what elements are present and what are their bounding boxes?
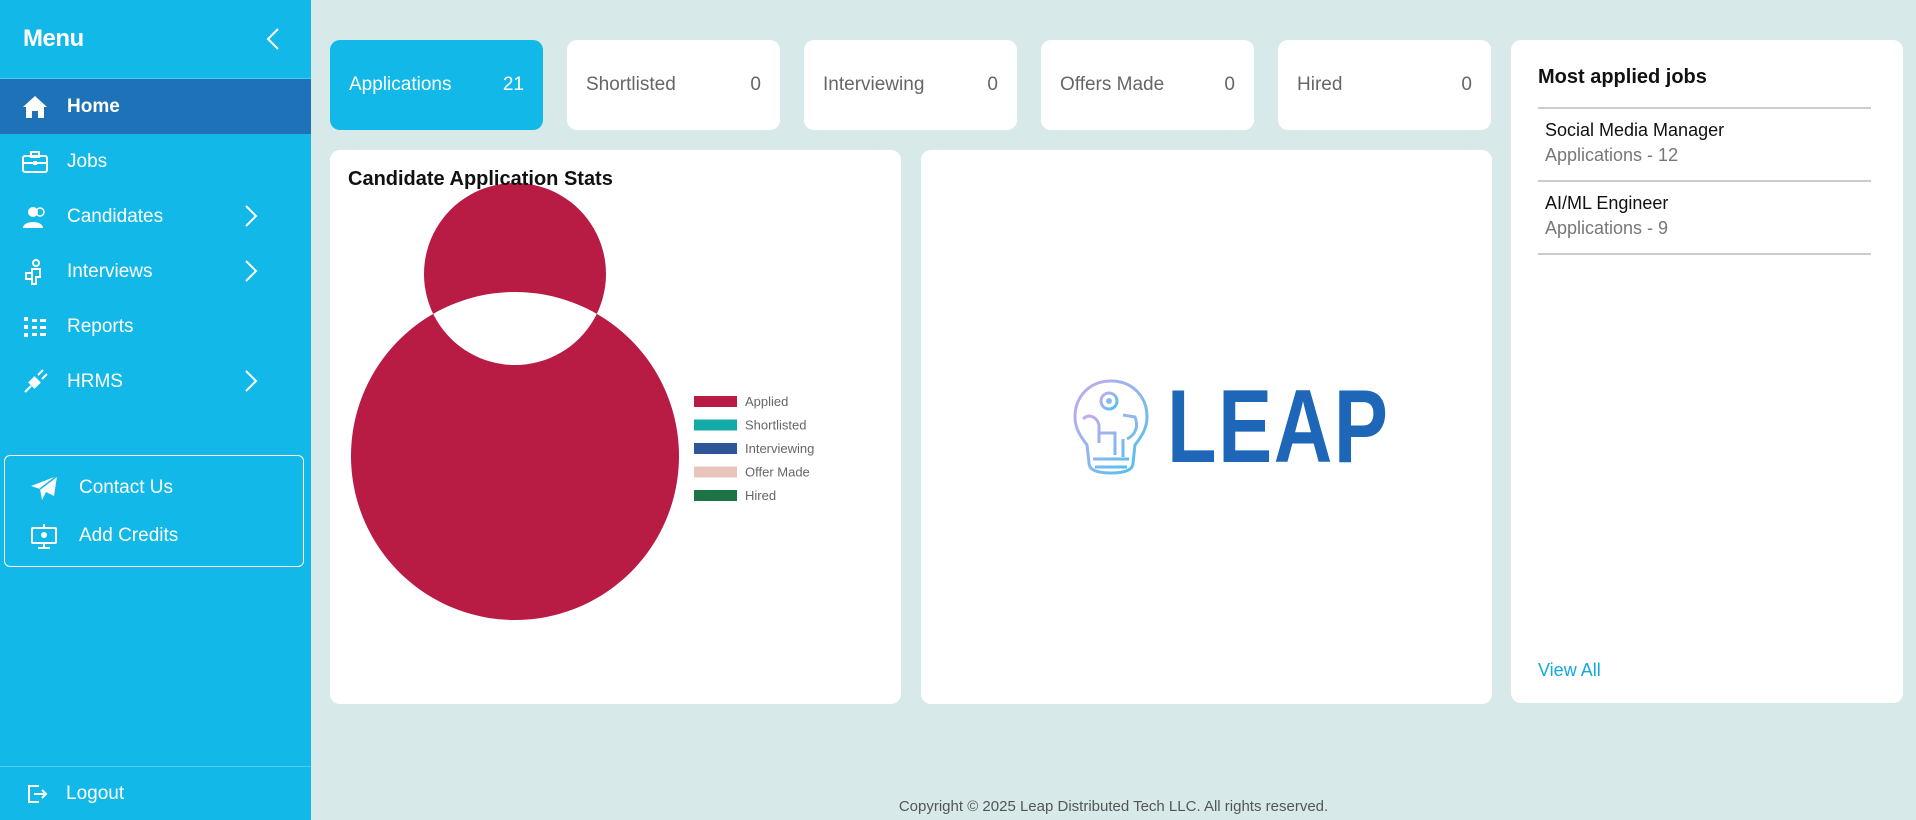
chevron-right-icon bbox=[245, 205, 258, 227]
sidebar-item-hrms[interactable]: HRMS bbox=[0, 354, 311, 409]
sidebar-item-label: Candidates bbox=[67, 205, 164, 227]
stat-count: 0 bbox=[1224, 74, 1235, 95]
stat-label: Interviewing bbox=[823, 74, 925, 95]
sidebar-nav: Home Jobs Candidates Interviews bbox=[0, 79, 311, 409]
home-icon bbox=[22, 94, 48, 120]
sidebar-item-candidates[interactable]: Candidates bbox=[0, 189, 311, 244]
stat-count: 0 bbox=[1461, 74, 1472, 95]
legend-label[interactable]: Shortlisted bbox=[745, 418, 806, 433]
collapse-sidebar-button[interactable] bbox=[261, 24, 285, 54]
stat-label: Applications bbox=[349, 74, 452, 95]
logout-icon bbox=[24, 781, 50, 807]
chevron-right-icon bbox=[245, 260, 258, 282]
sidebar-header: Menu bbox=[0, 0, 311, 79]
stat-count: 0 bbox=[987, 74, 998, 95]
donut-slice-applied[interactable] bbox=[350, 183, 679, 621]
job-applications: Applications - 12 bbox=[1545, 145, 1679, 165]
stat-card-offers-made[interactable]: Offers Made 0 bbox=[1041, 40, 1254, 130]
contact-us-label: Contact Us bbox=[79, 477, 173, 498]
application-stats-panel: Applied Shortlisted Interviewing Offer Made… bbox=[330, 150, 901, 704]
sidebar-item-label: Jobs bbox=[67, 150, 108, 172]
chart-title: Candidate Application Stats bbox=[348, 168, 613, 190]
jobs-title: Most applied jobs bbox=[1538, 66, 1707, 88]
logo-panel: LEAP bbox=[921, 150, 1492, 704]
stat-card-hired[interactable]: Hired 0 bbox=[1278, 40, 1491, 130]
stat-card-shortlisted[interactable]: Shortlisted 0 bbox=[567, 40, 780, 130]
list-item[interactable]: AI/ML Engineer Applications - 9 bbox=[1538, 182, 1871, 255]
legend-label[interactable]: Applied bbox=[745, 394, 788, 409]
paper-plane-icon bbox=[29, 473, 59, 503]
sidebar-item-interviews[interactable]: Interviews bbox=[0, 244, 311, 299]
jobs-list: Social Media Manager Applications - 12 A… bbox=[1538, 107, 1871, 255]
legend-label[interactable]: Hired bbox=[745, 488, 776, 503]
stat-count: 0 bbox=[750, 74, 761, 95]
logout-label: Logout bbox=[66, 782, 125, 804]
interview-icon bbox=[22, 258, 48, 285]
users-icon bbox=[22, 204, 48, 230]
stat-label: Shortlisted bbox=[586, 74, 676, 95]
secondary-menu: Contact Us Add Credits bbox=[4, 455, 304, 567]
sidebar-item-label: Home bbox=[67, 95, 120, 117]
list-item[interactable]: Social Media Manager Applications - 12 bbox=[1538, 109, 1871, 182]
add-credits-button[interactable]: Add Credits bbox=[5, 512, 303, 560]
sidebar-item-jobs[interactable]: Jobs bbox=[0, 134, 311, 189]
legend-label[interactable]: Interviewing bbox=[745, 441, 814, 456]
add-credits-label: Add Credits bbox=[79, 525, 179, 546]
legend-swatch[interactable] bbox=[694, 396, 737, 407]
contact-us-button[interactable]: Contact Us bbox=[5, 464, 303, 512]
leap-logo: LEAP bbox=[1069, 375, 1452, 479]
stat-label: Offers Made bbox=[1060, 74, 1165, 95]
plug-icon bbox=[22, 368, 48, 395]
sidebar-item-label: Reports bbox=[67, 315, 134, 337]
chevron-right-icon bbox=[245, 370, 258, 392]
logout-button[interactable]: Logout bbox=[0, 766, 311, 820]
copyright-footer: Copyright © 2025 Leap Distributed Tech L… bbox=[898, 798, 1329, 815]
legend-label[interactable]: Offer Made bbox=[745, 465, 810, 480]
briefcase-icon bbox=[22, 149, 48, 175]
sidebar-item-label: Interviews bbox=[67, 260, 153, 282]
job-name: AI/ML Engineer bbox=[1545, 193, 1669, 213]
stat-count: 21 bbox=[502, 74, 524, 95]
job-applications: Applications - 9 bbox=[1545, 218, 1669, 238]
logo-text: LEAP bbox=[1167, 369, 1390, 485]
job-name: Social Media Manager bbox=[1545, 120, 1725, 140]
menu-title: Menu bbox=[23, 25, 84, 52]
legend-swatch[interactable] bbox=[694, 490, 737, 501]
legend-swatch[interactable] bbox=[694, 466, 737, 478]
sidebar-item-home[interactable]: Home bbox=[0, 79, 311, 134]
chevron-left-icon bbox=[266, 28, 279, 50]
sidebar-item-label: HRMS bbox=[67, 370, 123, 392]
stat-card-interviewing[interactable]: Interviewing 0 bbox=[804, 40, 1017, 130]
legend-swatch[interactable] bbox=[694, 443, 737, 454]
credits-icon bbox=[29, 521, 59, 551]
brain-bulb-icon bbox=[1073, 379, 1149, 475]
stat-card-applications[interactable]: Applications 21 bbox=[330, 40, 543, 130]
most-applied-jobs-panel: Most applied jobs Social Media Manager A… bbox=[1511, 40, 1903, 703]
sidebar-item-reports[interactable]: Reports bbox=[0, 299, 311, 354]
application-stats-chart: Applied Shortlisted Interviewing Offer Made… bbox=[350, 183, 814, 621]
stat-label: Hired bbox=[1297, 74, 1343, 95]
legend-swatch[interactable] bbox=[694, 419, 737, 431]
reports-icon bbox=[22, 314, 48, 340]
view-all-link[interactable]: View All bbox=[1538, 660, 1601, 680]
sidebar: Menu Home Jobs Candidates bbox=[0, 0, 311, 820]
